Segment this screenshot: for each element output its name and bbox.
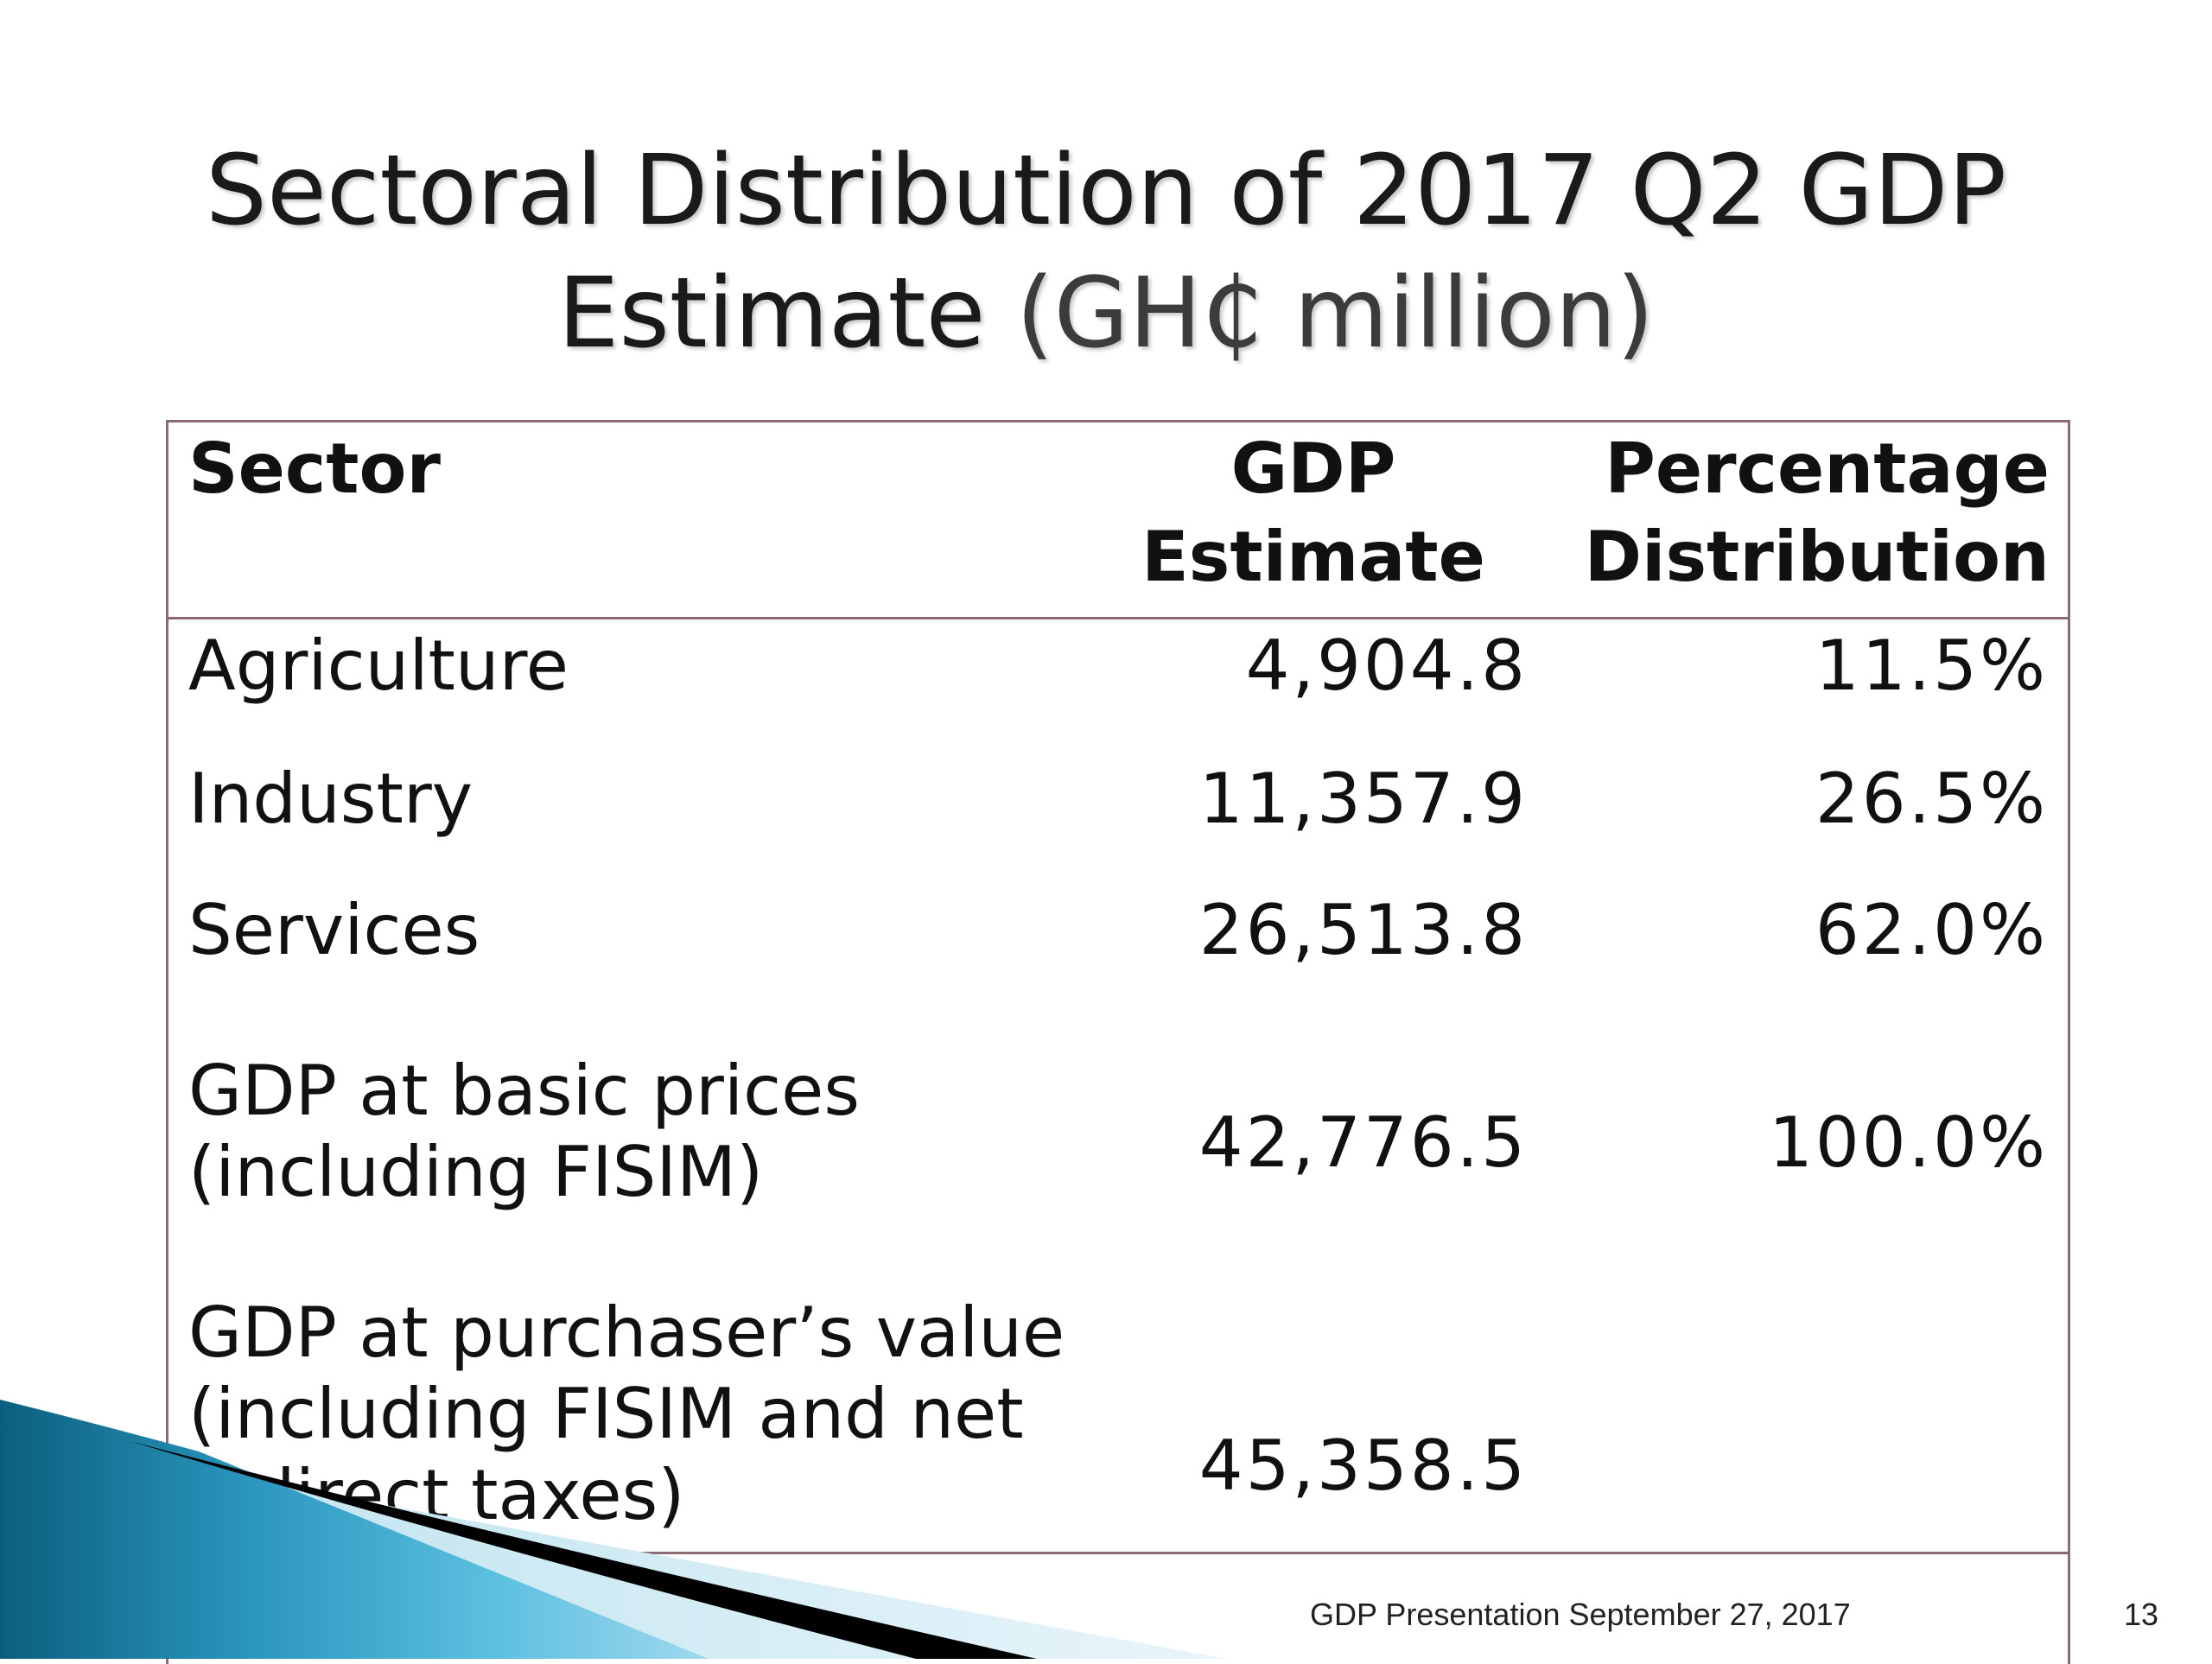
row-agriculture-pct: 11.5% [1815, 626, 2048, 706]
row-services-pct: 62.0% [1815, 890, 2048, 970]
row-industry-gdp: 11,357.9 [1198, 759, 1528, 839]
header-pct-line-2: Distribution [1584, 517, 2050, 597]
title-line-2: Estimate [557, 257, 1016, 370]
row-agriculture-gdp: 4,904.8 [1245, 626, 1528, 706]
row-basic-prices-gdp: 42,776.5 [1198, 1102, 1528, 1183]
row-basic-prices-pct: 100.0% [1768, 1102, 2048, 1183]
header-gdp-line-2: Estimate [1141, 517, 1485, 597]
row-basic-prices-sector-line-2: (including FISIM) [188, 1132, 764, 1212]
header-sector: Sector [188, 429, 441, 509]
footer-text: GDP Presentation September 27, 2017 [1310, 1597, 1851, 1632]
row-agriculture-sector: Agriculture [188, 626, 569, 706]
row-services-gdp: 26,513.8 [1198, 890, 1528, 970]
title-unit: (GH₵ million) [1015, 257, 1655, 370]
row-basic-prices-sector-line-1: GDP at basic prices [188, 1051, 860, 1131]
swoosh-blue-band [0, 1400, 709, 1659]
swoosh-pale-band [138, 1460, 1227, 1659]
slide-title: Sectoral Distribution of 2017 Q2 GDP Est… [130, 130, 2082, 375]
header-pct-line-1: Percentage [1605, 429, 2050, 509]
row-purchaser-value-gdp: 45,358.5 [1198, 1426, 1528, 1506]
header-divider [166, 617, 2070, 619]
table-bottom-divider [166, 1552, 2070, 1554]
title-line-1: Sectoral Distribution of 2017 Q2 GDP [205, 135, 2007, 247]
row-purchaser-value-sector-line-1: GDP at purchaser’s value [188, 1292, 1065, 1373]
row-industry-sector: Industry [188, 759, 474, 839]
row-industry-pct: 26.5% [1815, 759, 2048, 839]
data-table [166, 420, 2070, 1664]
row-services-sector: Services [188, 890, 480, 970]
header-gdp-line-1: GDP [1230, 429, 1396, 509]
page-number: 13 [2124, 1597, 2159, 1632]
row-purchaser-value-sector-line-2: (including FISIM and net [188, 1374, 1024, 1454]
